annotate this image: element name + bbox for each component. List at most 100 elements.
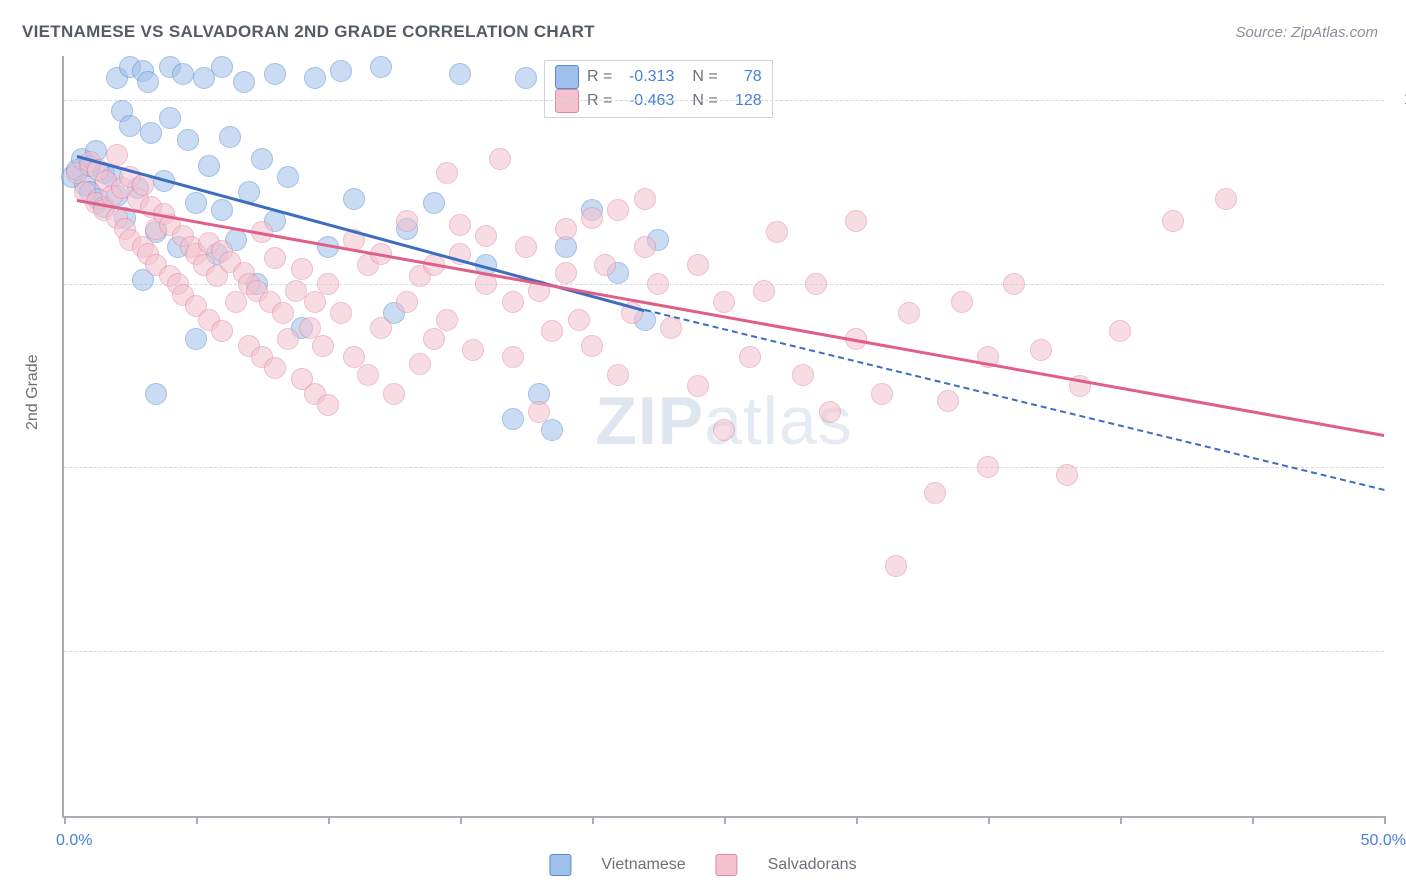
scatter-point xyxy=(1030,339,1052,361)
scatter-point xyxy=(502,346,524,368)
scatter-point xyxy=(396,291,418,313)
scatter-point xyxy=(317,394,339,416)
scatter-point xyxy=(607,364,629,386)
series-legend: Vietnamese Salvadorans xyxy=(549,854,856,876)
scatter-point xyxy=(515,67,537,89)
scatter-point xyxy=(1162,210,1184,232)
scatter-point xyxy=(185,328,207,350)
x-tick xyxy=(196,816,198,824)
scatter-point xyxy=(541,320,563,342)
swatch-icon xyxy=(716,854,738,876)
scatter-point xyxy=(845,210,867,232)
x-tick xyxy=(856,816,858,824)
scatter-point xyxy=(312,335,334,357)
scatter-point xyxy=(370,317,392,339)
x-axis-label: 50.0% xyxy=(1361,832,1406,850)
scatter-point xyxy=(233,71,255,93)
swatch-icon xyxy=(555,65,579,89)
scatter-point xyxy=(291,258,313,280)
x-tick xyxy=(592,816,594,824)
scatter-point xyxy=(140,122,162,144)
scatter-point xyxy=(272,302,294,324)
scatter-point xyxy=(264,357,286,379)
y-tick-label: 90.0% xyxy=(1394,458,1406,476)
scatter-point xyxy=(264,63,286,85)
scatter-point xyxy=(555,218,577,240)
scatter-point xyxy=(594,254,616,276)
scatter-point xyxy=(137,71,159,93)
scatter-point xyxy=(687,375,709,397)
x-tick xyxy=(1252,816,1254,824)
x-tick xyxy=(988,816,990,824)
scatter-point xyxy=(581,335,603,357)
scatter-point xyxy=(1215,188,1237,210)
scatter-point xyxy=(357,364,379,386)
scatter-point xyxy=(977,456,999,478)
scatter-point xyxy=(581,207,603,229)
scatter-point xyxy=(515,236,537,258)
x-axis-label: 0.0% xyxy=(56,832,92,850)
scatter-point xyxy=(937,390,959,412)
x-tick xyxy=(1120,816,1122,824)
x-tick xyxy=(460,816,462,824)
scatter-point xyxy=(647,273,669,295)
y-tick-label: 85.0% xyxy=(1394,642,1406,660)
scatter-point xyxy=(449,214,471,236)
scatter-point xyxy=(277,328,299,350)
scatter-point xyxy=(304,291,326,313)
x-tick xyxy=(328,816,330,824)
y-axis-title: 2nd Grade xyxy=(24,354,42,430)
scatter-point xyxy=(277,166,299,188)
scatter-point xyxy=(396,210,418,232)
trend-line xyxy=(645,309,1385,491)
scatter-point xyxy=(502,408,524,430)
chart-plot-area: ZIPatlas R = -0.313N = 78R = -0.463N = 1… xyxy=(62,56,1384,818)
scatter-point xyxy=(436,162,458,184)
y-tick-label: 95.0% xyxy=(1394,275,1406,293)
grid-line xyxy=(64,467,1384,468)
scatter-point xyxy=(898,302,920,324)
scatter-point xyxy=(1003,273,1025,295)
scatter-point xyxy=(739,346,761,368)
scatter-point xyxy=(687,254,709,276)
scatter-point xyxy=(330,302,352,324)
scatter-point xyxy=(211,56,233,78)
scatter-point xyxy=(924,482,946,504)
scatter-point xyxy=(177,129,199,151)
scatter-point xyxy=(753,280,775,302)
source-label: Source: ZipAtlas.com xyxy=(1235,24,1378,41)
correlation-legend-box: R = -0.313N = 78R = -0.463N = 128 xyxy=(544,60,773,118)
scatter-point xyxy=(951,291,973,313)
swatch-icon xyxy=(549,854,571,876)
scatter-point xyxy=(159,107,181,129)
scatter-point xyxy=(475,225,497,247)
scatter-point xyxy=(489,148,511,170)
scatter-point xyxy=(423,328,445,350)
scatter-point xyxy=(871,383,893,405)
x-tick xyxy=(724,816,726,824)
scatter-point xyxy=(819,401,841,423)
chart-title: VIETNAMESE VS SALVADORAN 2ND GRADE CORRE… xyxy=(22,22,595,42)
scatter-point xyxy=(119,115,141,137)
scatter-point xyxy=(330,60,352,82)
scatter-point xyxy=(713,291,735,313)
scatter-point xyxy=(383,383,405,405)
scatter-point xyxy=(343,188,365,210)
grid-line xyxy=(64,100,1384,101)
legend-label: Salvadorans xyxy=(768,856,857,874)
scatter-point xyxy=(713,419,735,441)
scatter-point xyxy=(805,273,827,295)
scatter-point xyxy=(172,63,194,85)
scatter-point xyxy=(423,192,445,214)
scatter-point xyxy=(370,56,392,78)
legend-label: Vietnamese xyxy=(601,856,685,874)
grid-line xyxy=(64,651,1384,652)
scatter-point xyxy=(462,339,484,361)
legend-row: R = -0.313N = 78 xyxy=(555,65,762,89)
scatter-point xyxy=(634,188,656,210)
scatter-point xyxy=(185,192,207,214)
scatter-point xyxy=(211,320,233,342)
scatter-point xyxy=(568,309,590,331)
y-tick-label: 100.0% xyxy=(1394,91,1406,109)
scatter-point xyxy=(528,401,550,423)
